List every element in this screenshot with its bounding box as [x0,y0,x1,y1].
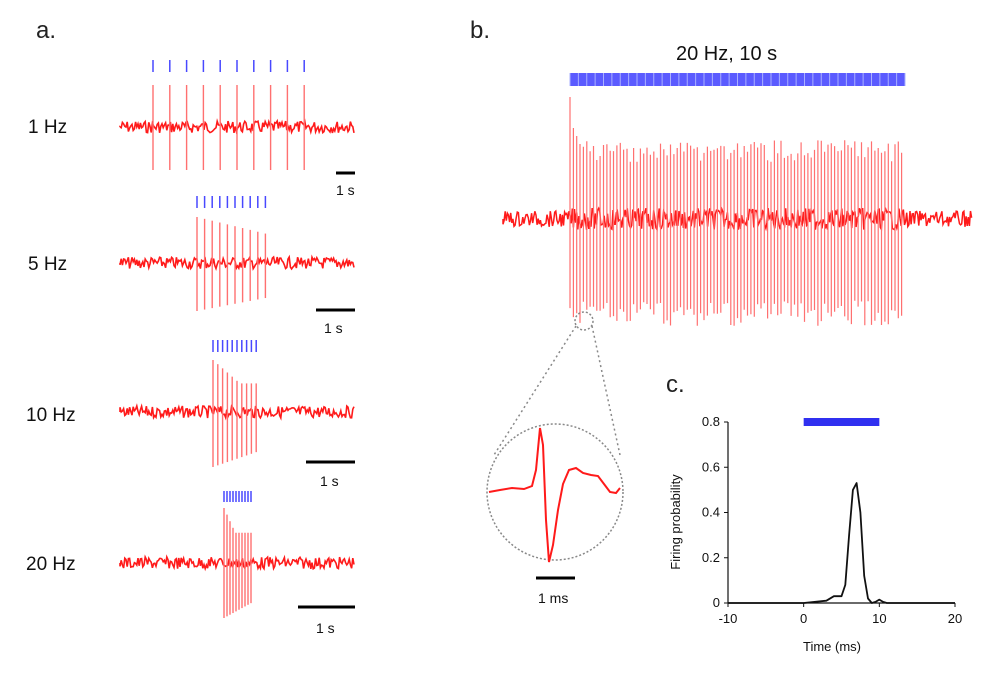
scalebar-label-5hz: 1 s [324,320,343,336]
trace-1hz [119,85,355,170]
x-axis-label: Time (ms) [803,639,861,654]
panel-b-title: 20 Hz, 10 s [676,43,777,65]
zoom-circle [486,423,624,561]
stim-ticks-5hz [196,196,267,208]
y-tick-label: 0 [713,595,720,610]
stim-train-b [569,73,906,86]
stim-ticks-10hz [212,340,257,352]
trace-b [502,97,973,326]
panel-b: b. 20 Hz, 10 s 1 ms [470,17,973,606]
row-20hz: 20 Hz 1 s [26,491,355,636]
panel-a: a. 1 Hz 1 s 5 Hz 1 s 10 Hz 1 s 20 Hz [26,17,355,636]
y-tick-label: 0.6 [702,459,720,474]
x-tick-label: -10 [719,611,738,626]
trace-10hz [119,360,355,467]
scalebar-label-1hz: 1 s [336,182,355,198]
y-tick-label: 0.8 [702,414,720,429]
x-tick-label: 10 [872,611,886,626]
rate-label-5hz: 5 Hz [28,254,67,275]
zoom-source-circle [574,311,594,331]
noise-baseline [119,554,355,572]
stim-ticks-1hz [152,60,305,72]
noise-baseline [119,254,355,271]
stimulus-bar [803,418,880,426]
rate-label-20hz: 20 Hz [26,554,76,575]
zoom-line-left [493,325,577,456]
y-axis-label: Firing probability [668,474,683,570]
row-5hz: 5 Hz 1 s [28,196,355,336]
zoom-line-right [591,325,621,456]
inset-scalebar-label: 1 ms [538,590,568,606]
row-10hz: 10 Hz 1 s [26,340,355,489]
rate-label-1hz: 1 Hz [28,117,67,138]
spike-waveform [488,427,621,563]
series-line [728,482,955,604]
scalebar-label-20hz: 1 s [316,620,335,636]
x-tick-label: 0 [800,611,807,626]
scalebar-label-10hz: 1 s [320,473,339,489]
x-tick-label: 20 [948,611,962,626]
row-1hz: 1 Hz 1 s [28,60,355,198]
y-tick-label: 0.4 [702,505,720,520]
y-tick-label: 0.2 [702,550,720,565]
panel-a-label: a. [36,17,56,44]
panel-b-label: b. [470,17,490,44]
rate-label-10hz: 10 Hz [26,405,76,426]
spike-inset: 1 ms [486,311,624,606]
panel-c-label: c. [666,371,685,398]
trace-5hz [119,217,355,311]
trace-20hz [119,508,355,618]
stim-ticks-20hz [223,491,252,502]
